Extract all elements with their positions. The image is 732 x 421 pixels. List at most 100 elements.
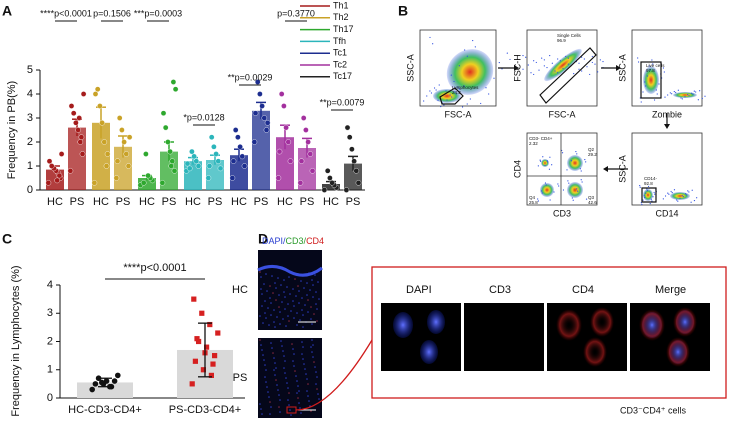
data-point — [123, 151, 130, 157]
data-point — [251, 139, 258, 145]
flow-y-label: CD4 — [512, 160, 522, 178]
event-dot — [684, 96, 686, 98]
nucleus — [272, 352, 274, 354]
data-point — [200, 367, 206, 373]
gate-name: Single Cells — [557, 33, 582, 38]
event-dot — [426, 95, 428, 97]
event-dot — [572, 199, 574, 201]
data-point — [276, 148, 283, 155]
nucleus — [293, 365, 295, 367]
nucleus — [281, 345, 283, 347]
nucleus — [271, 275, 273, 277]
data-point — [230, 158, 237, 164]
nucleus — [270, 314, 272, 316]
nucleus — [311, 279, 313, 281]
legend-label: Th2 — [333, 12, 349, 22]
gate — [641, 187, 657, 203]
data-point — [116, 115, 123, 121]
data-point — [75, 127, 81, 133]
panel-label: B — [398, 3, 408, 19]
event-dot — [641, 203, 643, 206]
data-point — [169, 158, 176, 164]
event-dot — [591, 55, 593, 58]
nucleus — [311, 339, 313, 341]
nucleus — [315, 303, 317, 305]
event-dot — [644, 196, 646, 199]
density-cloud — [433, 89, 461, 103]
data-point — [80, 91, 87, 97]
event-dot — [547, 161, 549, 163]
event-dot — [553, 191, 555, 193]
nucleus — [264, 364, 266, 366]
nucleus — [262, 322, 264, 324]
event-dot — [651, 200, 653, 202]
nucleus — [269, 401, 271, 403]
channel-label: Merge — [655, 284, 686, 296]
nucleus — [315, 383, 317, 385]
nucleus — [302, 358, 304, 360]
nucleus — [309, 289, 311, 291]
data-point — [196, 338, 202, 345]
nucleus — [289, 409, 291, 411]
nucleus — [259, 315, 261, 317]
event-dot — [580, 170, 582, 172]
nucleus — [306, 390, 308, 392]
event-dot — [646, 188, 648, 190]
density-cloud — [673, 92, 697, 98]
nucleus — [299, 407, 301, 409]
channel-label: CD4 — [572, 284, 594, 296]
data-point — [287, 158, 294, 164]
nucleus — [307, 299, 309, 301]
event-dot — [668, 193, 670, 195]
x-tick-label: PS-CD3-CD4+ — [169, 404, 241, 416]
channel-image — [381, 303, 461, 371]
nucleus — [268, 324, 270, 326]
nucleus — [279, 399, 281, 401]
flow-plot — [419, 29, 511, 108]
nucleus — [275, 367, 277, 369]
data-point — [104, 151, 111, 157]
arrow-head — [514, 65, 519, 71]
event-dot — [543, 59, 545, 61]
y-tick-label: 1 — [47, 364, 53, 376]
data-point — [324, 167, 331, 174]
event-dot — [581, 181, 583, 183]
event-dot — [437, 99, 439, 101]
x-tick-label: HC — [231, 196, 247, 208]
event-dot — [533, 73, 535, 76]
panel-label: C — [2, 231, 12, 247]
nucleus — [266, 290, 268, 292]
event-dot — [649, 202, 651, 205]
event-dot — [583, 58, 585, 60]
quadrant-name: Q3 — [588, 195, 595, 200]
data-point — [143, 151, 149, 157]
data-point — [351, 158, 357, 164]
significance-label: **p=0.0029 — [228, 72, 273, 82]
nucleus — [280, 340, 282, 342]
event-dot — [652, 63, 654, 65]
data-point — [56, 172, 63, 179]
event-dot — [699, 90, 701, 92]
y-tick-label: 0 — [27, 184, 33, 196]
data-point — [145, 172, 151, 179]
event-dot — [530, 72, 532, 74]
tissue-image — [258, 338, 322, 418]
event-dot — [570, 160, 573, 162]
event-dot — [433, 87, 436, 89]
nucleus — [299, 319, 301, 321]
density-cloud — [643, 189, 653, 201]
nucleus — [275, 379, 277, 381]
x-tick-label: HC — [139, 196, 155, 208]
flow-y-label: SSC-A — [617, 54, 627, 82]
nucleus — [292, 300, 294, 302]
event-dot — [559, 60, 561, 62]
data-point — [194, 336, 200, 342]
event-dot — [693, 90, 695, 92]
x-tick-label: PS — [70, 196, 85, 208]
event-dot — [538, 69, 540, 71]
event-dot — [469, 98, 471, 100]
nucleus — [263, 359, 265, 361]
quadrant-value: 29.2 — [588, 152, 597, 157]
event-dot — [687, 93, 689, 96]
nucleus — [310, 346, 312, 348]
